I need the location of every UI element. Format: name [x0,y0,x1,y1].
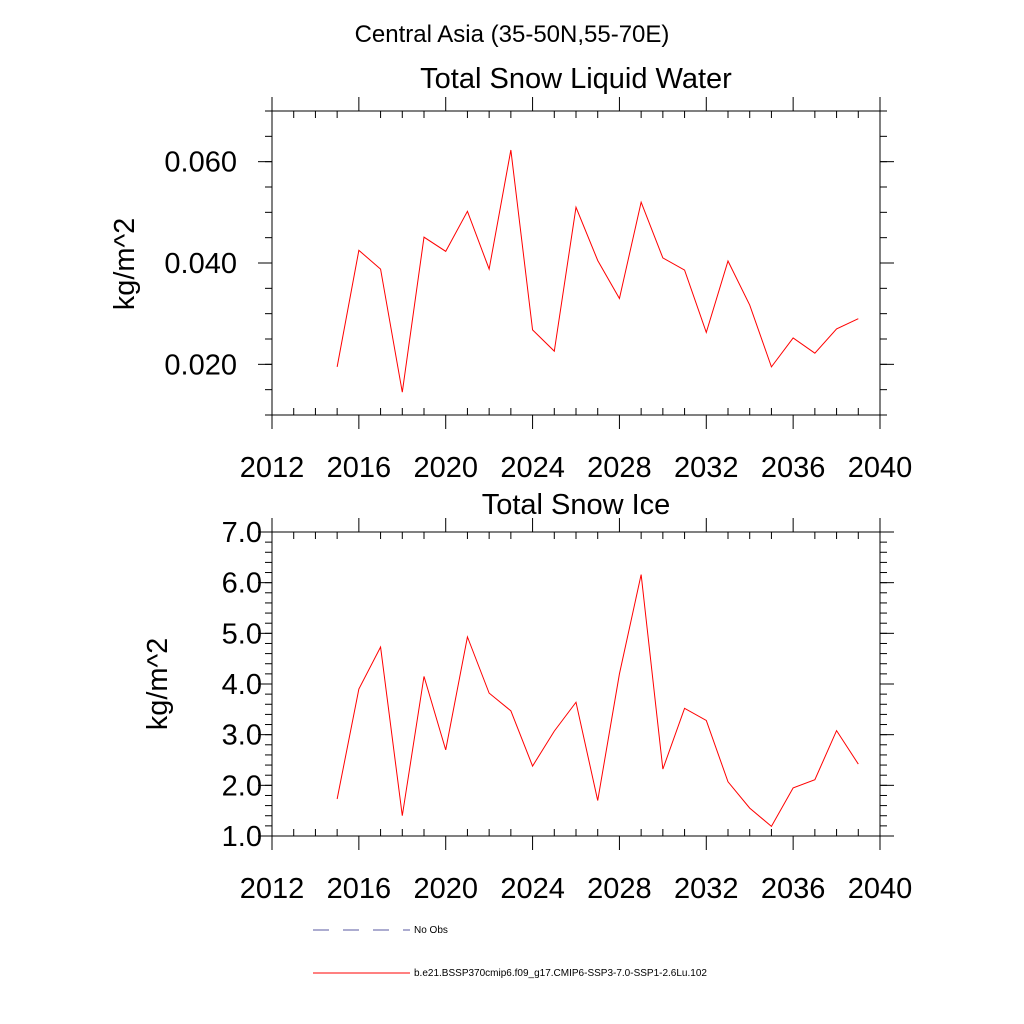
legend-label-no-obs: No Obs [414,925,448,936]
x-tick-label: 2016 [327,452,392,484]
plot-frame [271,110,881,416]
x-tick-label: 2040 [848,873,913,905]
y-tick-label: 0.060 [164,147,237,179]
legend-label-model: b.e21.BSSP370cmip6.f09_g17.CMIP6-SSP3-7.… [414,968,707,979]
y-tick-label: 3.0 [222,720,262,752]
plot-frame [271,531,881,837]
y-tick-label: 4.0 [222,669,262,701]
x-tick-label: 2012 [240,452,305,484]
x-tick-label: 2024 [500,452,565,484]
snow-liquid-water-panel: Total Snow Liquid Water kg/m^2 2012 2016 2… [109,63,912,484]
y-tick-label: 0.040 [164,248,237,280]
y-axis-label: kg/m^2 [109,218,141,311]
y-axis-label: kg/m^2 [142,638,174,731]
x-tick-label: 2020 [413,452,478,484]
series-line [336,149,859,393]
x-tick-label: 2028 [587,452,652,484]
x-tick-label: 2040 [848,452,913,484]
x-tick-label: 2024 [500,873,565,905]
y-tick-label: 6.0 [222,568,262,600]
x-tick-label: 2036 [761,873,826,905]
x-tick-label: 2036 [761,452,826,484]
y-tick-label: 1.0 [222,821,262,853]
x-tick-label: 2012 [240,873,305,905]
legend: No Obs b.e21.BSSP370cmip6.f09_g17.CMIP6-… [313,925,707,979]
y-tick-label: 5.0 [222,618,262,650]
snow-ice-panel: Total Snow Ice kg/m^2 2012 2016 2020 2024 20… [142,489,912,905]
x-tick-label: 2028 [587,873,652,905]
y-tick-label: 7.0 [222,517,262,549]
y-tick-label: 0.020 [164,349,237,381]
y-tick-label: 2.0 [222,770,262,802]
series-line [336,574,859,828]
figure-suptitle: Central Asia (35-50N,55-70E) [355,21,670,48]
panel-title: Total Snow Liquid Water [420,63,732,95]
x-tick-label: 2020 [413,873,478,905]
panel-title: Total Snow Ice [482,489,671,521]
x-tick-label: 2032 [674,873,739,905]
x-tick-label: 2032 [674,452,739,484]
x-tick-label: 2016 [327,873,392,905]
